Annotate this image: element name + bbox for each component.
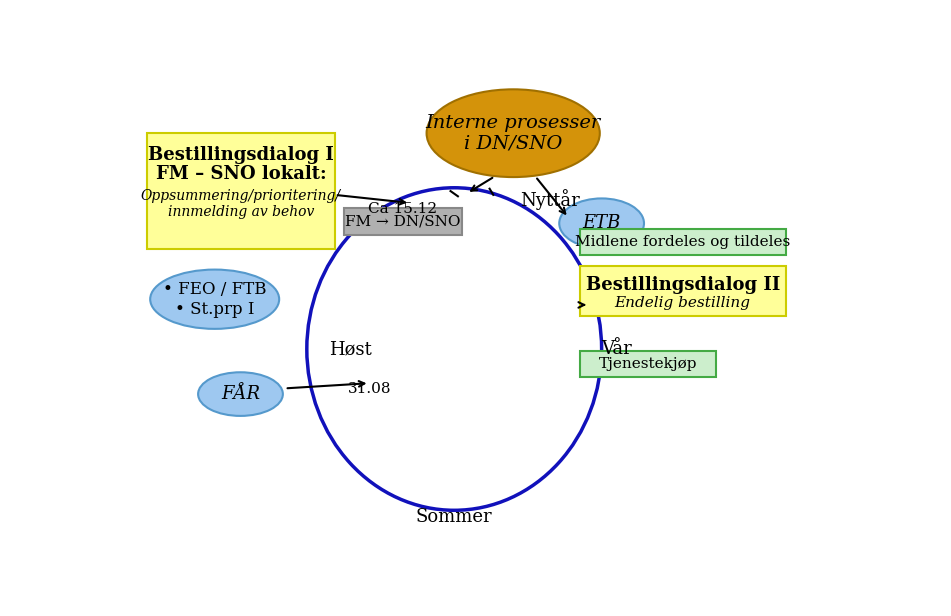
Ellipse shape bbox=[559, 198, 644, 248]
Text: Endelig bestilling: Endelig bestilling bbox=[614, 296, 750, 310]
Text: FM → DN/SNO: FM → DN/SNO bbox=[345, 214, 460, 229]
Text: Høst: Høst bbox=[329, 340, 372, 358]
Text: Bestillingsdialog II: Bestillingsdialog II bbox=[586, 277, 780, 294]
Text: ETB: ETB bbox=[582, 214, 621, 232]
FancyBboxPatch shape bbox=[579, 351, 716, 378]
Text: 31.08: 31.08 bbox=[348, 383, 391, 396]
FancyBboxPatch shape bbox=[146, 133, 335, 249]
Text: Ca 15.12: Ca 15.12 bbox=[368, 202, 437, 216]
Text: Nyttår: Nyttår bbox=[520, 189, 580, 210]
Text: Bestillingsdialog I: Bestillingsdialog I bbox=[148, 147, 334, 164]
Ellipse shape bbox=[198, 372, 282, 416]
Text: Tjenestekjøp: Tjenestekjøp bbox=[598, 357, 697, 371]
Text: Interne prosesser
i DN/SNO: Interne prosesser i DN/SNO bbox=[425, 114, 601, 153]
Text: FÅR: FÅR bbox=[221, 385, 260, 403]
FancyBboxPatch shape bbox=[343, 208, 461, 235]
Text: Oppsummering/prioritering/
innmelding av behov: Oppsummering/prioritering/ innmelding av… bbox=[141, 189, 340, 219]
Text: Sommer: Sommer bbox=[416, 508, 493, 527]
Text: • FEO / FTB
• St.prp I: • FEO / FTB • St.prp I bbox=[163, 281, 266, 317]
FancyBboxPatch shape bbox=[579, 229, 786, 255]
Ellipse shape bbox=[427, 89, 600, 177]
Text: FM – SNO lokalt:: FM – SNO lokalt: bbox=[156, 166, 326, 184]
Text: Vår: Vår bbox=[602, 340, 632, 358]
Text: Midlene fordeles og tildeles: Midlene fordeles og tildeles bbox=[575, 235, 790, 249]
FancyBboxPatch shape bbox=[579, 266, 786, 316]
Ellipse shape bbox=[150, 270, 280, 329]
